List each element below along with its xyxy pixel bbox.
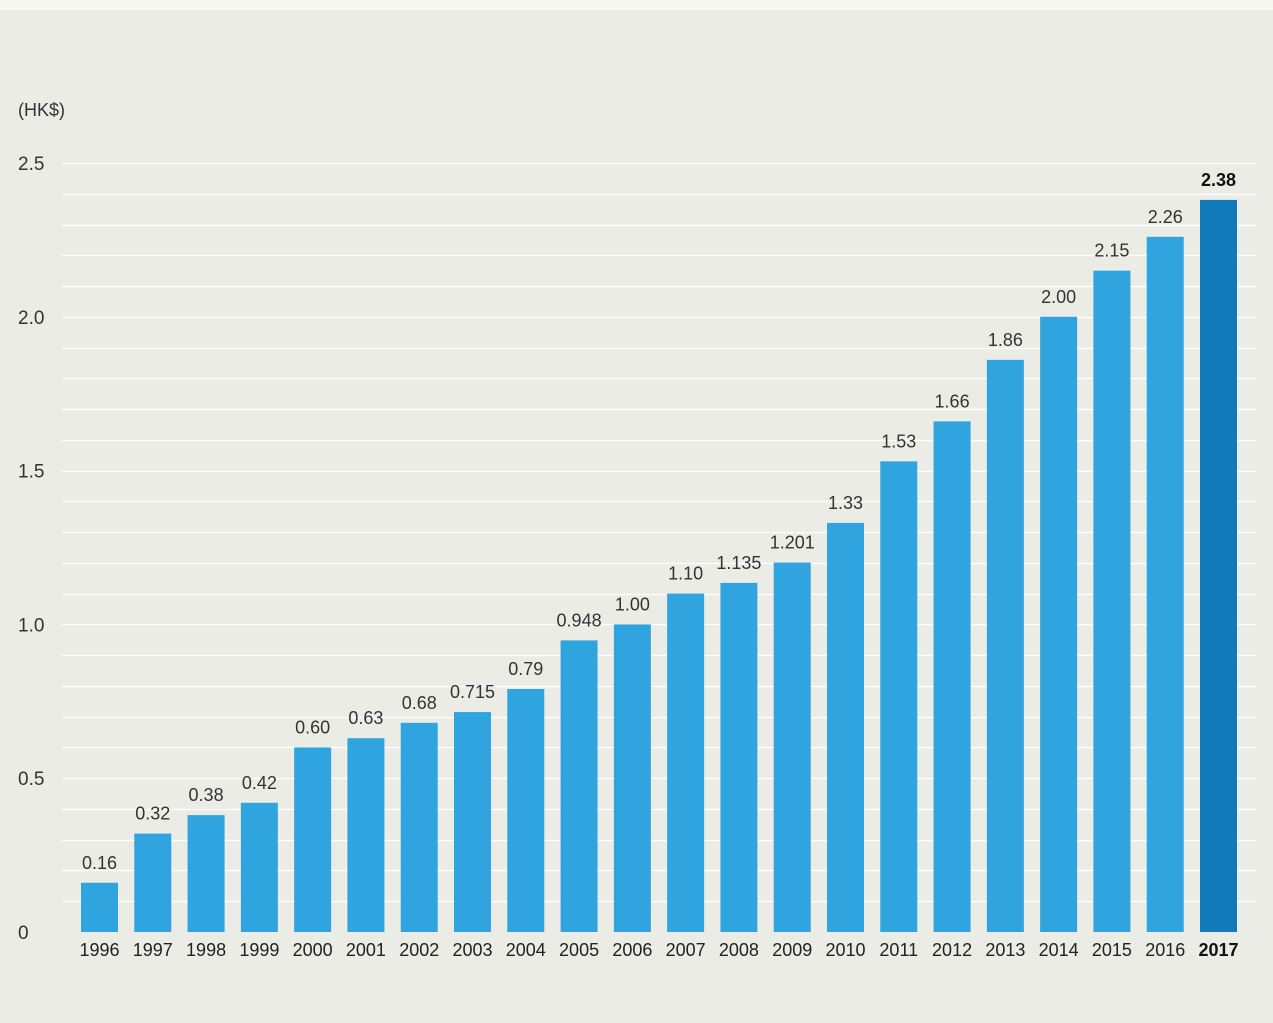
bar — [667, 594, 704, 932]
data-label: 1.135 — [716, 553, 761, 573]
bar — [987, 360, 1024, 932]
x-tick-label: 1997 — [133, 940, 173, 960]
data-label: 2.15 — [1094, 241, 1129, 261]
bar — [294, 747, 331, 932]
bar — [134, 834, 171, 932]
data-label: 1.86 — [988, 330, 1023, 350]
x-tick-label: 2013 — [985, 940, 1025, 960]
x-tick-label: 2010 — [825, 940, 865, 960]
data-label: 0.68 — [402, 693, 437, 713]
bar — [1040, 317, 1077, 932]
data-label: 0.948 — [557, 610, 602, 630]
data-label: 0.60 — [295, 717, 330, 737]
data-label: 0.42 — [242, 773, 277, 793]
x-tick-label: 2001 — [346, 940, 386, 960]
x-tick-label: 2017 — [1198, 940, 1238, 960]
x-tick-label: 2011 — [879, 940, 918, 960]
data-label: 2.26 — [1148, 207, 1183, 227]
data-label: 0.32 — [135, 804, 170, 824]
y-axis-ticks: 0 0.5 1.0 1.5 2.0 2.5 — [18, 154, 44, 944]
x-tick-label: 1996 — [79, 940, 119, 960]
x-tick-label: 1998 — [186, 940, 226, 960]
data-label: 1.00 — [615, 594, 650, 614]
data-label: 2.00 — [1041, 287, 1076, 307]
x-axis-labels: 1996 1997 1998 1999 2000 2001 2002 2003 2004 2005… — [79, 940, 1238, 960]
x-tick-label: 2009 — [772, 940, 812, 960]
bar — [81, 883, 118, 932]
bar — [774, 563, 811, 932]
bar — [454, 712, 491, 932]
x-tick-label: 2005 — [559, 940, 599, 960]
x-tick-label: 2003 — [452, 940, 492, 960]
x-tick-label: 2008 — [719, 940, 759, 960]
x-tick-label: 2007 — [666, 940, 706, 960]
bar — [507, 689, 544, 932]
bar — [827, 523, 864, 932]
x-tick-label: 2000 — [293, 940, 333, 960]
y-tick-label: 1.5 — [18, 462, 44, 483]
x-tick-label: 2006 — [612, 940, 652, 960]
x-tick-label: 2012 — [932, 940, 972, 960]
x-tick-label: 2016 — [1145, 940, 1185, 960]
bar — [934, 421, 971, 932]
data-label: 0.715 — [450, 682, 495, 702]
bar — [401, 723, 438, 932]
bar — [241, 803, 278, 932]
bar — [561, 640, 598, 932]
x-tick-label: 2004 — [506, 940, 546, 960]
bar — [614, 624, 651, 932]
bar — [1093, 271, 1130, 932]
data-label: 1.201 — [770, 533, 815, 553]
y-tick-label: 2.5 — [18, 154, 44, 175]
y-tick-label: 0.5 — [18, 769, 44, 790]
bar — [188, 815, 225, 932]
data-label: 0.79 — [508, 659, 543, 679]
data-label: 1.33 — [828, 493, 863, 513]
y-tick-label: 1.0 — [18, 615, 44, 636]
data-label: 1.66 — [935, 391, 970, 411]
data-label: 0.63 — [348, 708, 383, 728]
x-tick-label: 2002 — [399, 940, 439, 960]
bars — [81, 200, 1237, 932]
bar — [1200, 200, 1237, 932]
y-tick-label: 2.0 — [18, 308, 44, 329]
x-tick-label: 1999 — [239, 940, 279, 960]
y-axis-unit-label: (HK$) — [18, 100, 65, 120]
y-tick-label: 0 — [18, 923, 29, 944]
x-tick-label: 2014 — [1039, 940, 1079, 960]
data-label: 1.53 — [881, 431, 916, 451]
bar — [347, 738, 384, 932]
bar — [1147, 237, 1184, 932]
data-label: 1.10 — [668, 564, 703, 584]
bar — [720, 583, 757, 932]
data-label: 2.38 — [1201, 170, 1236, 190]
data-label: 0.16 — [82, 853, 117, 873]
bar — [880, 461, 917, 932]
x-tick-label: 2015 — [1092, 940, 1132, 960]
data-label: 0.38 — [189, 785, 224, 805]
